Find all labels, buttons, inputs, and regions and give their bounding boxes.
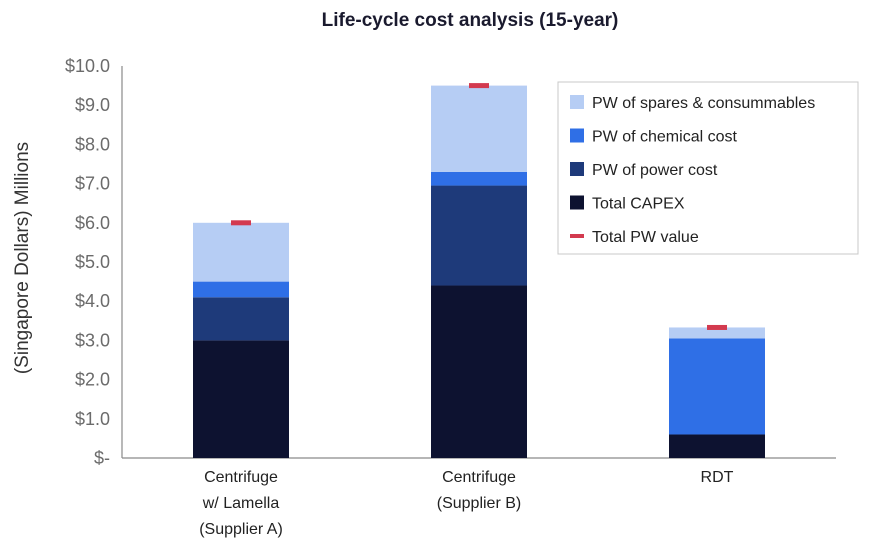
bar-segment: [431, 171, 527, 186]
y-tick-label: $8.0: [75, 134, 110, 154]
y-tick-label: $5.0: [75, 252, 110, 272]
legend-label: Total CAPEX: [592, 196, 685, 213]
total-pw-marker: [231, 220, 251, 226]
legend: PW of spares & consummables PW of chemica…: [557, 81, 859, 255]
y-tick-label: $4.0: [75, 291, 110, 311]
bar-segment: [431, 85, 527, 172]
x-category-label: Centrifuge: [442, 469, 516, 486]
chart-title: Life-cycle cost analysis (15-year): [322, 10, 619, 31]
y-tick-label: $2.0: [75, 370, 110, 390]
bar-segment: [669, 434, 765, 458]
y-tick-label: $3.0: [75, 330, 110, 350]
bar-segment: [193, 297, 289, 341]
x-category-label: (Supplier B): [437, 495, 521, 512]
legend-swatch: [570, 234, 584, 238]
bar-segment: [669, 338, 765, 435]
y-tick-label: $10.0: [65, 56, 110, 76]
x-category-label: w/ Lamella: [202, 495, 280, 512]
legend-swatch: [570, 195, 584, 210]
bar-segment: [193, 222, 289, 282]
y-tick-label: $9.0: [75, 95, 110, 115]
y-axis-label: (Singapore Dollars) Millions: [12, 142, 33, 374]
legend-box: [557, 81, 859, 255]
legend-swatch: [570, 95, 584, 109]
x-category-label: (Supplier A): [199, 521, 283, 538]
y-tick-label: $1.0: [75, 409, 110, 429]
legend-swatch: [570, 128, 584, 143]
total-pw-marker: [469, 83, 489, 89]
legend-label: PW of power cost: [592, 162, 718, 179]
bar-segment: [431, 285, 527, 458]
bar-segment: [669, 327, 765, 339]
bar-segment: [193, 281, 289, 298]
y-axis-ticks: $- $1.0 $2.0 $3.0 $4.0 $5.0 $6.0 $7.0 $8.0 $9.0 $1…: [65, 56, 110, 468]
bar-segment: [193, 340, 289, 458]
bar-segment: [431, 185, 527, 286]
x-axis-categories: Centrifuge w/ Lamella (Supplier A) Centrifu…: [199, 469, 733, 538]
legend-label: PW of spares & consummables: [592, 95, 815, 112]
y-tick-label: $6.0: [75, 213, 110, 233]
legend-label: PW of chemical cost: [592, 129, 737, 146]
legend-swatch: [570, 162, 584, 176]
x-category-label: RDT: [701, 469, 734, 486]
y-tick-label: $7.0: [75, 174, 110, 194]
total-pw-marker: [707, 324, 727, 330]
y-tick-label: $-: [94, 448, 110, 468]
legend-label: Total PW value: [592, 229, 699, 246]
x-category-label: Centrifuge: [204, 469, 278, 486]
bars: [193, 83, 765, 458]
